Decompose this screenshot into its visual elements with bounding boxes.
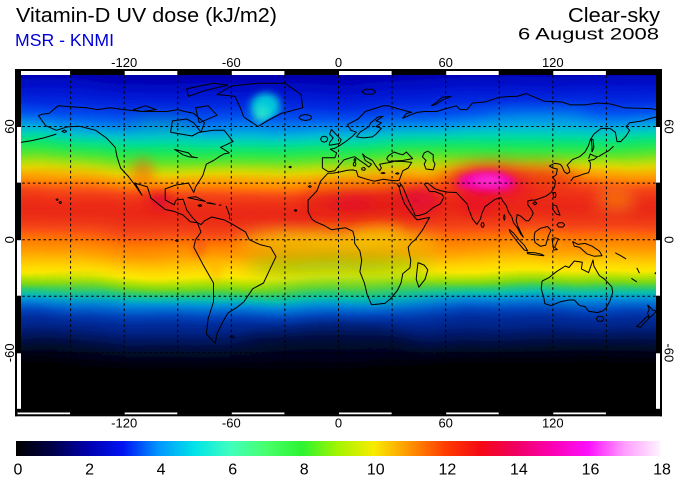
svg-text:Vitamin-D UV dose (kJ/m2): Vitamin-D UV dose (kJ/m2) bbox=[16, 5, 277, 27]
svg-text:Clear-sky: Clear-sky bbox=[568, 5, 660, 27]
svg-text:0: 0 bbox=[335, 55, 342, 70]
svg-text:60: 60 bbox=[2, 119, 17, 133]
svg-text:12: 12 bbox=[439, 462, 457, 479]
svg-text:120: 120 bbox=[542, 55, 564, 70]
svg-text:-120: -120 bbox=[111, 55, 137, 70]
svg-text:-60: -60 bbox=[222, 55, 241, 70]
svg-text:0: 0 bbox=[14, 462, 23, 479]
svg-text:60: 60 bbox=[438, 416, 452, 431]
svg-text:16: 16 bbox=[582, 462, 600, 479]
svg-text:60: 60 bbox=[662, 119, 677, 133]
svg-text:-120: -120 bbox=[111, 416, 137, 431]
svg-text:4: 4 bbox=[157, 462, 166, 479]
svg-text:-60: -60 bbox=[2, 343, 17, 362]
svg-text:0: 0 bbox=[2, 236, 17, 243]
svg-text:14: 14 bbox=[510, 462, 528, 479]
svg-text:2: 2 bbox=[85, 462, 94, 479]
svg-text:MSR - KNMI: MSR - KNMI bbox=[15, 30, 114, 50]
svg-text:60: 60 bbox=[438, 55, 452, 70]
svg-text:8: 8 bbox=[300, 462, 309, 479]
svg-text:-60: -60 bbox=[662, 343, 677, 362]
svg-text:6 August 2008: 6 August 2008 bbox=[518, 25, 659, 44]
svg-text:6: 6 bbox=[228, 462, 237, 479]
svg-text:0: 0 bbox=[335, 416, 342, 431]
svg-text:120: 120 bbox=[542, 416, 564, 431]
svg-text:0: 0 bbox=[662, 236, 677, 243]
svg-text:-60: -60 bbox=[222, 416, 241, 431]
svg-text:18: 18 bbox=[653, 462, 671, 479]
svg-text:10: 10 bbox=[367, 462, 385, 479]
